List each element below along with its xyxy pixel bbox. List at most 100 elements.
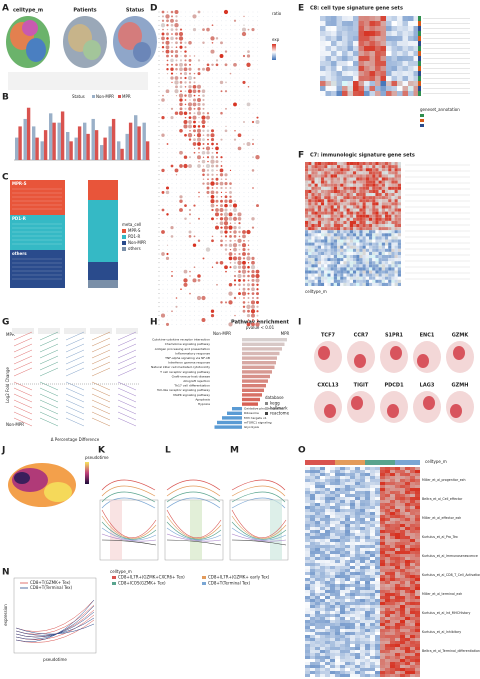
heat-cell <box>386 86 392 91</box>
heat-cell <box>340 236 344 240</box>
heat-cell <box>345 467 350 470</box>
heat-cell <box>370 578 375 581</box>
heat-cell <box>320 497 325 500</box>
dot <box>230 306 231 308</box>
dot <box>194 200 195 202</box>
heat-cell <box>362 214 366 218</box>
dot <box>257 196 258 198</box>
dot <box>176 187 177 189</box>
heat-cell <box>391 258 395 262</box>
heat-cell <box>340 614 345 617</box>
dot <box>210 49 215 54</box>
heat-cell <box>394 276 398 280</box>
heat-cell <box>365 596 370 599</box>
heat-cell <box>381 208 385 212</box>
fc-line <box>39 349 59 359</box>
heat-cell <box>325 554 330 557</box>
dot <box>194 253 195 255</box>
heat-cell <box>356 273 360 277</box>
heat-cell <box>390 527 395 530</box>
dot <box>188 85 192 89</box>
heat-cell <box>405 608 410 611</box>
dot <box>171 86 173 88</box>
dot <box>174 76 179 80</box>
heat-cell <box>410 515 415 518</box>
dot <box>176 99 177 101</box>
heat-cell <box>305 584 310 587</box>
heat-cell <box>346 217 350 221</box>
bar <box>242 384 266 388</box>
heat-cell <box>305 233 309 237</box>
heat-cell <box>325 542 330 545</box>
dot <box>180 192 182 193</box>
heat-cell <box>375 21 381 26</box>
heat-cell <box>310 494 315 497</box>
heat-cell <box>311 261 315 265</box>
heat-cell <box>331 51 337 56</box>
dot <box>205 163 211 169</box>
heat-cell <box>370 515 375 518</box>
dot <box>189 292 191 295</box>
dot <box>203 284 204 286</box>
heat-cell <box>395 545 400 548</box>
heat-cell <box>365 620 370 623</box>
heat-cell <box>350 605 355 608</box>
heat-cell <box>394 273 398 277</box>
dot <box>184 90 187 93</box>
heat-cell <box>335 527 340 530</box>
heat-cell <box>355 575 360 578</box>
heat-cell <box>350 641 355 644</box>
dot <box>166 67 169 71</box>
heat-cell <box>391 255 395 259</box>
dot <box>221 11 222 13</box>
heat-cell <box>400 626 405 629</box>
dot <box>229 169 232 172</box>
dot <box>215 199 219 203</box>
heat-cell <box>391 61 397 66</box>
heat-cell <box>395 590 400 593</box>
heat-cell <box>321 261 325 265</box>
heat-cell <box>343 282 347 286</box>
dot <box>174 50 179 54</box>
heat-cell <box>330 506 335 509</box>
heat-cell <box>395 515 400 518</box>
dot <box>230 82 231 83</box>
heat-cell <box>359 189 363 193</box>
dot <box>221 148 222 149</box>
heat-cell <box>335 632 340 635</box>
dot <box>171 143 173 145</box>
dot <box>221 51 222 52</box>
annot <box>317 460 320 465</box>
heat-cell <box>305 512 310 515</box>
heat-cell <box>375 581 380 584</box>
dot <box>225 324 227 325</box>
heat-cell <box>335 629 340 632</box>
dot <box>230 16 231 17</box>
heat-cell <box>365 590 370 593</box>
dot <box>188 89 192 94</box>
heat-cell <box>330 476 335 479</box>
dot <box>246 102 251 107</box>
dot <box>221 315 222 316</box>
heat-cell <box>315 479 320 482</box>
dot <box>201 159 206 164</box>
dot <box>230 152 231 154</box>
dot <box>206 27 210 32</box>
dot <box>185 183 186 185</box>
heat-cell <box>380 569 385 572</box>
heat-cell <box>320 617 325 620</box>
heat-cell <box>385 548 390 551</box>
heat-cell <box>330 602 335 605</box>
heat-cell <box>325 71 331 76</box>
dot <box>197 111 201 116</box>
dot <box>216 266 218 268</box>
dot <box>162 73 164 74</box>
pathway-label: Ribosome <box>244 411 259 415</box>
heat-cell <box>330 560 335 563</box>
umap-hot <box>417 354 429 368</box>
heat-cell <box>360 521 365 524</box>
heat-cell <box>370 548 375 551</box>
dot <box>197 107 201 111</box>
heat-cell <box>330 638 335 641</box>
dot <box>230 60 231 61</box>
